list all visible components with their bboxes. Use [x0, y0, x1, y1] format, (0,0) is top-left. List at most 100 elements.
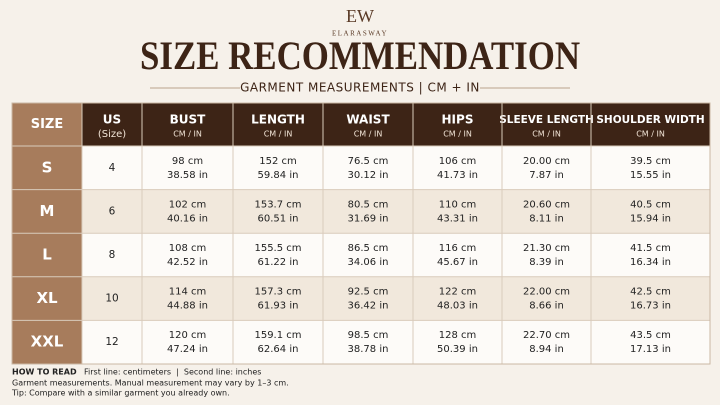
us-size: 12 [105, 336, 118, 348]
cm-value: 86.5 cm [348, 243, 389, 254]
title: SIZE RECOMMENDATION [140, 33, 580, 78]
in-value: 61.93 in [258, 301, 299, 312]
in-value: 40.16 in [167, 213, 208, 224]
column-header: BUST [170, 113, 207, 127]
in-value: 8.11 in [529, 213, 564, 224]
cm-value: 159.1 cm [254, 330, 301, 341]
row [82, 320, 710, 364]
column-subheader: (Size) [98, 129, 126, 140]
column-header: US [103, 113, 121, 127]
in-value: 8.94 in [529, 344, 564, 355]
column-header: WAIST [346, 113, 390, 127]
in-value: 8.66 in [529, 301, 564, 312]
cm-value: 120 cm [169, 330, 207, 341]
note: Garment measurements. Manual measurement… [12, 379, 289, 388]
in-value: 8.39 in [529, 257, 564, 268]
cm-value: 43.5 cm [630, 330, 671, 341]
cm-value: 92.5 cm [348, 287, 389, 298]
cm-value: 42.5 cm [630, 287, 671, 298]
in-value: 44.88 in [167, 301, 208, 312]
table-border [11, 102, 711, 365]
in-value: 50.39 in [437, 344, 478, 355]
in-value: 31.69 in [348, 213, 389, 224]
in-value: 47.24 in [167, 344, 208, 355]
us-size: 8 [109, 249, 116, 261]
us-size: 6 [109, 205, 116, 217]
column-subheader: CM / IN [354, 130, 383, 139]
in-value: 48.03 in [437, 301, 478, 312]
in-value: 17.13 in [630, 344, 671, 355]
us-size: 4 [109, 162, 116, 174]
column-subheader: CM / IN [532, 130, 561, 139]
in-value: 36.42 in [348, 301, 389, 312]
cm-value: 98.5 cm [348, 330, 389, 341]
in-value: 45.67 in [437, 257, 478, 268]
in-value: 42.52 in [167, 257, 208, 268]
column-header: SHOULDER WIDTH [596, 114, 704, 126]
column-subheader: CM / IN [636, 130, 665, 139]
cm-value: 22.00 cm [523, 287, 570, 298]
in-value: 59.84 in [258, 170, 299, 181]
in-value: 15.94 in [630, 213, 671, 224]
in-value: 41.73 in [437, 170, 478, 181]
column-header: SIZE [31, 117, 64, 132]
cm-value: 41.5 cm [630, 243, 671, 254]
cm-value: 152 cm [259, 156, 297, 167]
column-subheader: CM / IN [173, 130, 202, 139]
cm-value: 80.5 cm [348, 199, 389, 210]
cm-value: 155.5 cm [254, 243, 301, 254]
how-to-read-line: First line: centimeters | Second line: i… [84, 368, 261, 377]
size-label: L [42, 246, 52, 264]
cm-value: 157.3 cm [254, 287, 301, 298]
cm-value: 110 cm [439, 199, 477, 210]
us-size: 10 [105, 293, 118, 305]
logo-name: ELARASWAY [332, 30, 388, 38]
cm-value: 40.5 cm [630, 199, 671, 210]
subtitle: GARMENT MEASUREMENTS | CM + IN [240, 81, 480, 95]
in-value: 43.31 in [437, 213, 478, 224]
row [82, 146, 710, 190]
cm-value: 102 cm [169, 199, 207, 210]
in-value: 60.51 in [258, 213, 299, 224]
in-value: 38.78 in [348, 344, 389, 355]
column-header: HIPS [442, 113, 474, 127]
cm-value: 20.60 cm [523, 199, 570, 210]
in-value: 61.22 in [258, 257, 299, 268]
size-label: M [40, 202, 55, 220]
cm-value: 98 cm [172, 156, 203, 167]
cm-value: 21.30 cm [523, 243, 570, 254]
in-value: 7.87 in [529, 170, 564, 181]
cm-value: 116 cm [439, 243, 477, 254]
cm-value: 20.00 cm [523, 156, 570, 167]
row [82, 276, 710, 321]
row [82, 189, 710, 234]
in-value: 34.06 in [348, 257, 389, 268]
column-header: SLEEVE LENGTH [499, 114, 594, 126]
how-to-read: HOW TO READ [12, 368, 77, 377]
in-value: 30.12 in [348, 170, 389, 181]
cm-value: 39.5 cm [630, 156, 671, 167]
cm-value: 108 cm [169, 243, 207, 254]
column-subheader: CM / IN [264, 130, 293, 139]
in-value: 15.55 in [630, 170, 671, 181]
size-label: XXL [31, 333, 64, 351]
column-subheader: CM / IN [443, 130, 472, 139]
cm-value: 106 cm [439, 156, 477, 167]
row [82, 233, 710, 277]
in-value: 16.73 in [630, 301, 671, 312]
cm-value: 22.70 cm [523, 330, 570, 341]
size-label: S [42, 158, 53, 176]
header-row [82, 103, 710, 146]
cm-value: 76.5 cm [348, 156, 389, 167]
in-value: 16.34 in [630, 257, 671, 268]
cm-value: 128 cm [439, 330, 477, 341]
in-value: 38.58 in [167, 170, 208, 181]
size-label: XL [36, 289, 58, 307]
cm-value: 153.7 cm [254, 199, 301, 210]
note: Tip: Compare with a similar garment you … [11, 389, 230, 398]
cm-value: 114 cm [169, 287, 207, 298]
cm-value: 122 cm [439, 287, 477, 298]
column-header: LENGTH [251, 113, 305, 127]
